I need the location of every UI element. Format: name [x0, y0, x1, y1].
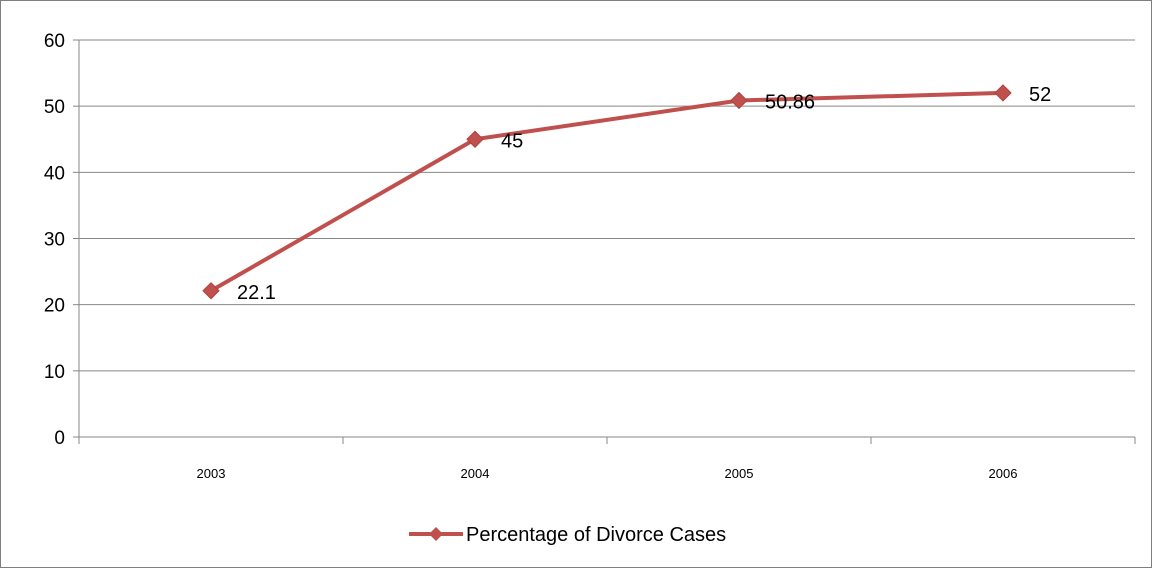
y-tick-label: 60 [44, 31, 65, 52]
data-point-marker [994, 84, 1012, 102]
y-tick-label: 50 [44, 97, 65, 118]
data-label: 22.1 [237, 282, 276, 304]
gridlines [79, 39, 1135, 372]
y-tick-label: 10 [44, 362, 65, 383]
x-tick-label: 2005 [725, 466, 754, 481]
x-tick-label: 2006 [989, 466, 1018, 481]
data-label: 52 [1029, 84, 1051, 106]
data-point-marker [466, 130, 484, 148]
y-tick-label: 30 [44, 230, 65, 251]
legend-swatch-marker [429, 527, 443, 541]
data-point-marker [202, 282, 220, 300]
y-tick-label: 40 [44, 163, 65, 184]
series-layer [202, 84, 1012, 300]
axes: 0 10 20 30 40 50 60 2003 2004 2005 2006 [44, 31, 1136, 481]
data-labels: 22.1 45 50.86 52 [237, 84, 1051, 304]
y-tick-label: 0 [54, 428, 65, 449]
x-tick-label: 2004 [461, 466, 490, 481]
data-label: 50.86 [765, 91, 815, 113]
data-point-marker [730, 91, 748, 110]
legend: Percentage of Divorce Cases [409, 524, 726, 546]
data-label: 45 [501, 130, 523, 152]
legend-label: Percentage of Divorce Cases [466, 524, 726, 546]
y-tick-label: 20 [44, 296, 65, 317]
series-line [209, 90, 1005, 293]
x-tick-label: 2003 [197, 466, 226, 481]
